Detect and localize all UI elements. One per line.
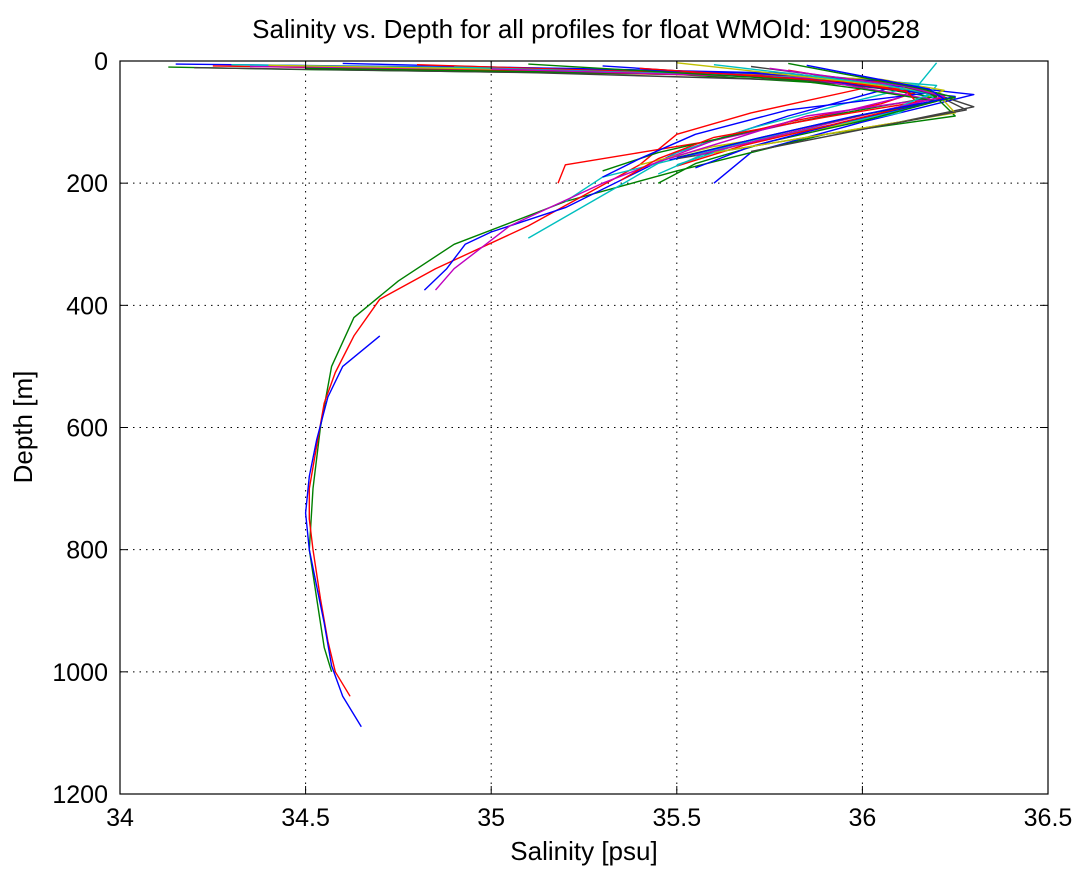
x-tick-label: 34 bbox=[106, 804, 134, 832]
chart-title: Salinity vs. Depth for all profiles for … bbox=[252, 14, 920, 44]
profile-line-23 bbox=[695, 67, 945, 157]
x-tick-label: 34.5 bbox=[281, 804, 330, 832]
profile-line-17 bbox=[528, 63, 938, 184]
series-layer bbox=[168, 62, 975, 728]
x-tick-label: 35 bbox=[477, 804, 505, 832]
profile-line-6 bbox=[423, 84, 900, 291]
y-tick-label: 1200 bbox=[52, 781, 108, 809]
y-tick-label: 200 bbox=[66, 170, 108, 198]
profile-line-5 bbox=[304, 335, 381, 728]
y-axis-label: Depth [m] bbox=[8, 371, 38, 484]
y-tick-labels: 0 200 400 600 800 1000 1200 bbox=[52, 48, 108, 809]
y-tick-label: 800 bbox=[66, 537, 108, 565]
profile-line-4 bbox=[308, 69, 864, 697]
y-tick-label: 1000 bbox=[52, 659, 108, 687]
x-tick-labels: 34 34.5 35 35.5 36 36.5 bbox=[106, 804, 1072, 832]
x-tick-label: 36 bbox=[848, 804, 876, 832]
x-tick-label: 36.5 bbox=[1024, 804, 1073, 832]
profile-line-25 bbox=[669, 64, 945, 161]
y-tick-label: 0 bbox=[94, 48, 108, 76]
ticks bbox=[119, 60, 1049, 795]
x-tick-label: 35.5 bbox=[652, 804, 701, 832]
x-axis-label: Salinity [psu] bbox=[510, 836, 657, 866]
profile-line-13 bbox=[342, 62, 930, 178]
plot-area bbox=[120, 61, 1048, 794]
profile-line-16 bbox=[491, 68, 930, 163]
y-tick-label: 600 bbox=[66, 415, 108, 443]
y-tick-label: 400 bbox=[66, 292, 108, 320]
profile-line-20 bbox=[676, 62, 956, 154]
